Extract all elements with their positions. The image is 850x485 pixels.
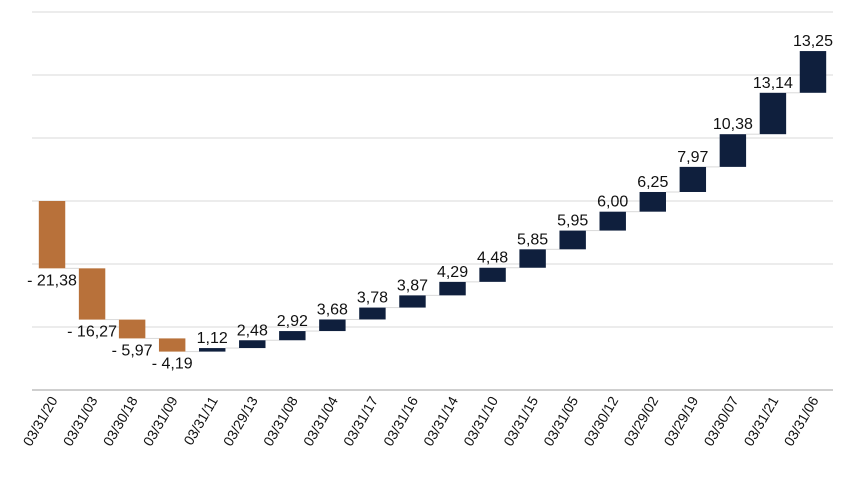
value-label: 4,48 — [477, 250, 508, 267]
value-label: 2,92 — [277, 313, 308, 330]
waterfall-bar — [118, 319, 146, 339]
x-tick-label: 03/31/14 — [420, 393, 461, 448]
x-tick-label: 03/30/07 — [700, 393, 741, 448]
waterfall-bar — [239, 340, 266, 349]
waterfall-bar — [359, 307, 386, 320]
value-label: 1,12 — [197, 330, 228, 347]
x-tick-label: 03/31/11 — [180, 393, 221, 447]
waterfall-bar — [399, 295, 426, 308]
x-tick-label: 03/29/02 — [620, 393, 661, 448]
x-tick-label: 03/31/10 — [460, 393, 501, 448]
x-tick-label: 03/31/05 — [540, 393, 581, 448]
x-tick-label: 03/31/03 — [60, 393, 101, 448]
value-label: 13,25 — [793, 33, 833, 50]
value-label: 3,78 — [357, 290, 388, 307]
x-tick-label: 03/31/08 — [260, 393, 301, 448]
waterfall-bar — [38, 201, 66, 269]
value-label: - 16,27 — [67, 324, 117, 341]
value-label: 6,00 — [597, 194, 628, 211]
value-label: 7,97 — [677, 149, 708, 166]
x-tick-label: 03/31/17 — [340, 393, 381, 448]
value-label: - 21,38 — [27, 272, 77, 289]
waterfall-bar — [559, 230, 586, 250]
x-tick-label: 03/29/19 — [660, 393, 701, 448]
waterfall-bar — [439, 281, 466, 296]
value-label: 3,87 — [397, 277, 428, 294]
value-label: - 4,19 — [152, 356, 193, 373]
waterfall-bar — [759, 92, 787, 135]
x-tick-label: 03/31/20 — [20, 393, 61, 448]
x-tick-label: 03/31/16 — [380, 393, 421, 448]
waterfall-bar — [679, 166, 707, 192]
connector-lines — [65, 92, 800, 353]
waterfall-bar — [479, 267, 506, 282]
value-label: - 5,97 — [112, 342, 153, 359]
x-tick-label: 03/31/06 — [780, 393, 821, 448]
value-label: 4,29 — [437, 264, 468, 281]
waterfall-bar — [519, 249, 546, 268]
x-tick-label: 03/31/21 — [740, 393, 781, 448]
x-tick-label: 03/30/12 — [580, 393, 621, 448]
value-label: 10,38 — [713, 116, 753, 133]
bars — [38, 51, 827, 352]
waterfall-bar — [78, 268, 106, 320]
value-labels: - 21,38 - 16,27- 5,97- 4,191,12 2,48 2,92 3,… — [27, 33, 833, 373]
waterfall-bar — [719, 134, 747, 167]
value-label: 2,48 — [237, 322, 268, 339]
value-label: 3,68 — [317, 301, 348, 318]
waterfall-bar — [639, 191, 666, 212]
x-tick-label: 03/30/18 — [100, 393, 141, 448]
value-label: 13,14 — [753, 75, 793, 92]
waterfall-bar — [799, 51, 827, 93]
waterfall-bar — [279, 331, 306, 341]
x-tick-label: 03/31/04 — [300, 393, 341, 448]
value-label: 5,85 — [517, 231, 548, 248]
waterfall-bar — [199, 348, 226, 352]
value-label: 5,95 — [557, 213, 588, 230]
value-label: 6,25 — [637, 174, 668, 191]
x-tick-label: 03/31/09 — [140, 393, 181, 448]
x-tick-label: 03/29/13 — [220, 393, 261, 448]
x-tick-label: 03/31/15 — [500, 393, 541, 448]
gridlines — [32, 11, 833, 391]
waterfall-bar — [319, 319, 346, 332]
waterfall-bar — [599, 211, 626, 231]
waterfall-bar — [158, 338, 186, 352]
